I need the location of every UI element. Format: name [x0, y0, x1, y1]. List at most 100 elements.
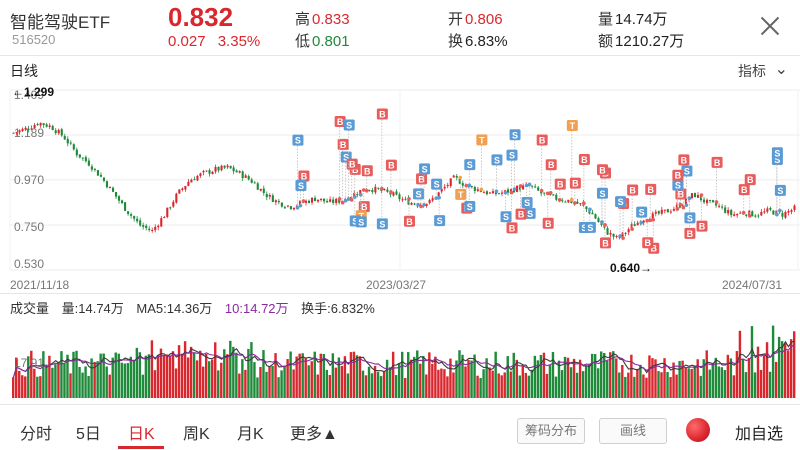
volume-chart[interactable]: [0, 318, 800, 402]
trade-tag-s[interactable]: [419, 163, 431, 175]
chip-distribution-button[interactable]: 筹码分布: [517, 418, 585, 444]
trade-tag-s[interactable]: [509, 129, 521, 141]
kline-chart[interactable]: BBSSSBSTBBSSBBBSBBTBTSSBBBBBBSSBBSBBSSBB…: [0, 80, 800, 290]
trade-tag-b[interactable]: [298, 170, 310, 182]
trade-tag-s[interactable]: [524, 207, 536, 219]
trade-tag-b[interactable]: [678, 154, 690, 166]
chevron-down-icon[interactable]: ⌄: [774, 61, 788, 78]
trade-tag-t[interactable]: [476, 134, 488, 146]
trade-tag-s[interactable]: [376, 218, 388, 230]
candle-body: [440, 188, 443, 192]
volume-bar: [527, 375, 531, 398]
tab-intraday[interactable]: 分时: [20, 426, 53, 443]
trade-tag-b[interactable]: [545, 159, 557, 171]
trade-tag-s[interactable]: [343, 119, 355, 131]
trade-tag-s[interactable]: [672, 179, 684, 191]
trade-tag-s[interactable]: [431, 178, 443, 190]
trade-tag-b[interactable]: [334, 116, 346, 128]
trade-tag-s[interactable]: [615, 196, 627, 208]
trade-tag-s[interactable]: [774, 184, 786, 196]
trade-tag-b[interactable]: [376, 108, 388, 120]
trade-tag-b[interactable]: [684, 227, 696, 239]
volume-bar: [153, 370, 157, 398]
trade-tag-s[interactable]: [491, 154, 503, 166]
trade-tag-s[interactable]: [464, 159, 476, 171]
trade-tag-s[interactable]: [596, 187, 608, 199]
trade-tag-s[interactable]: [684, 212, 696, 224]
trade-tag-s[interactable]: [506, 149, 518, 161]
trade-tag-b[interactable]: [515, 208, 527, 220]
trade-tag-b[interactable]: [738, 184, 750, 196]
trade-tag-letter: S: [467, 202, 473, 212]
trade-tag-s[interactable]: [500, 211, 512, 223]
trade-tag-b[interactable]: [744, 174, 756, 186]
trade-tag-s[interactable]: [292, 134, 304, 146]
trade-tag-letter: B: [340, 140, 347, 150]
close-icon[interactable]: [758, 14, 782, 38]
candle-body: [712, 200, 715, 203]
trade-tag-s[interactable]: [681, 165, 693, 177]
trade-tag-b[interactable]: [642, 237, 654, 249]
trade-tag-b[interactable]: [569, 177, 581, 189]
volume-bar: [593, 354, 597, 398]
trade-tag-b[interactable]: [385, 159, 397, 171]
trade-tag-letter: S: [527, 209, 533, 219]
trade-tag-b[interactable]: [596, 164, 608, 176]
trade-tag-b[interactable]: [346, 158, 358, 170]
trade-tag-s[interactable]: [355, 216, 367, 228]
trade-tag-s[interactable]: [295, 180, 307, 192]
trade-tag-b[interactable]: [554, 178, 566, 190]
volume-bar: [217, 370, 220, 398]
turnover-stat: 换 6.83%: [448, 30, 508, 51]
trade-tag-b[interactable]: [506, 222, 518, 234]
trade-point: [557, 198, 562, 202]
trade-tag-b[interactable]: [337, 138, 349, 150]
volume-bar: [482, 369, 485, 398]
tab-weekly-k[interactable]: 周K: [183, 426, 210, 443]
candle-body: [491, 191, 495, 194]
volume-bar: [780, 341, 784, 398]
volume-bar: [397, 363, 401, 398]
trade-tag-b[interactable]: [696, 220, 708, 232]
add-favorite-button[interactable]: 加自选: [735, 426, 784, 443]
volume-bar: [274, 353, 277, 398]
trade-tag-t[interactable]: [566, 120, 578, 132]
tab-daily-k[interactable]: 日K: [128, 426, 155, 443]
trade-tag-b[interactable]: [542, 217, 554, 229]
trade-tag-b[interactable]: [711, 156, 723, 168]
tab-more[interactable]: 更多▲: [290, 426, 338, 443]
trade-tag-b[interactable]: [578, 153, 590, 165]
trade-tag-t[interactable]: [455, 188, 467, 200]
volume-bar: [404, 377, 407, 398]
record-dot-icon[interactable]: [686, 418, 710, 442]
trade-tag-b[interactable]: [627, 184, 639, 196]
volume-bar: [394, 375, 398, 398]
volume-bar: [765, 342, 769, 398]
volume-bar: [606, 360, 609, 398]
candle-body: [69, 142, 72, 144]
draw-line-button[interactable]: 画线: [599, 418, 667, 444]
trade-tag-b[interactable]: [358, 201, 370, 213]
trade-tag-s[interactable]: [636, 206, 648, 218]
trade-tag-letter: B: [548, 160, 555, 170]
candle-body: [250, 179, 253, 183]
trade-tag-b[interactable]: [404, 215, 415, 227]
indicator-button[interactable]: 指标: [738, 63, 766, 79]
candle-body: [561, 200, 564, 202]
trade-tag-b[interactable]: [645, 183, 657, 195]
candle-body: [332, 199, 335, 203]
trade-tag-b[interactable]: [536, 134, 548, 146]
trade-tag-b[interactable]: [600, 237, 611, 249]
tab-monthly-k[interactable]: 月K: [237, 426, 264, 443]
trade-tag-s[interactable]: [584, 221, 596, 233]
trade-tag-letter: T: [479, 135, 485, 145]
volume-bar: [437, 369, 440, 398]
trade-tag-s[interactable]: [771, 147, 783, 159]
trade-tag-b[interactable]: [361, 165, 373, 177]
trade-point: [588, 207, 592, 212]
trade-tag-b[interactable]: [672, 169, 684, 181]
tab-5day[interactable]: 5日: [76, 426, 101, 443]
trade-tag-s[interactable]: [434, 215, 446, 227]
candle-body: [307, 200, 311, 203]
trade-tag-s[interactable]: [464, 200, 476, 212]
